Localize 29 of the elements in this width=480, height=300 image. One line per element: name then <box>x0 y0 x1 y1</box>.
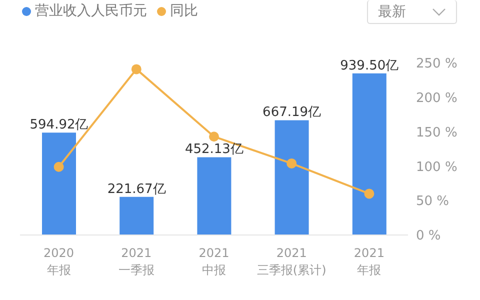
legend-label: 同比 <box>170 3 198 19</box>
y2-tick-label: 0 % <box>416 228 441 244</box>
y2-tick-label: 50 % <box>416 194 450 210</box>
dropdown: 最新 <box>367 0 457 24</box>
data-label: 594.92亿 <box>30 118 88 133</box>
bar <box>42 132 76 235</box>
point <box>286 158 297 168</box>
x-tick-label: 2021 年报 <box>354 246 384 277</box>
x-tick-label: 2021 一季报 <box>118 246 154 277</box>
y2-tick-label: 150 % <box>416 125 458 140</box>
data-label: 939.50亿 <box>340 58 399 74</box>
point <box>54 162 64 172</box>
data-label: 221.67亿 <box>107 182 166 197</box>
bar <box>274 120 309 235</box>
x-tick-label: 2021 中报 <box>198 246 230 277</box>
y2-tick-label: 200 % <box>416 91 458 106</box>
point <box>364 188 374 199</box>
point <box>131 64 142 74</box>
x-tick-label: 2021 三季报(累计) <box>256 246 326 277</box>
point <box>209 132 219 142</box>
bar <box>352 73 386 235</box>
x-tick-label: 2020 年报 <box>44 246 74 277</box>
data-label: 667.19亿 <box>262 105 322 120</box>
bar <box>197 157 232 235</box>
legend-label: 营业收入人民币元 <box>35 3 147 19</box>
y2-tick-label: 100 % <box>416 160 458 175</box>
bar <box>120 196 154 235</box>
data-label: 452.13亿 <box>184 142 244 158</box>
y2-tick-label: 250 % <box>416 56 458 72</box>
